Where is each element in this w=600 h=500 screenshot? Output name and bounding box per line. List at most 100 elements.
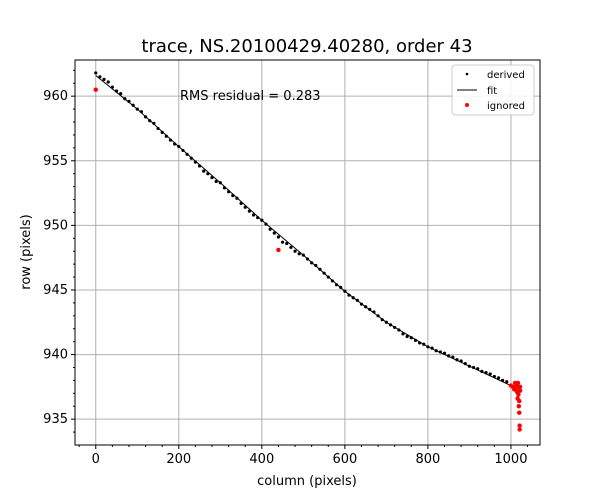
derived-point (139, 110, 144, 114)
derived-point (276, 235, 281, 239)
x-tick-label: 400 (249, 452, 274, 467)
derived-point (310, 261, 314, 265)
derived-points-series (94, 71, 513, 388)
derived-point (268, 227, 272, 231)
derived-point (123, 97, 127, 101)
derived-point (114, 89, 119, 93)
x-tick-label: 200 (166, 452, 191, 467)
y-tick-label: 945 (43, 283, 68, 298)
derived-point (297, 252, 301, 256)
derived-point (143, 115, 148, 119)
derived-point (148, 119, 152, 123)
derived-point (471, 365, 476, 370)
y-axis-label: row (pixels) (19, 214, 34, 289)
ignored-point (276, 247, 281, 253)
x-tick-label: 600 (332, 452, 357, 467)
derived-point (334, 283, 339, 287)
ignored-point (517, 388, 523, 393)
derived-point (227, 190, 231, 194)
derived-point (110, 85, 114, 89)
y-tick-label: 940 (43, 348, 68, 363)
derived-point (505, 380, 509, 384)
derived-point (476, 367, 480, 371)
derived-point (285, 241, 289, 246)
legend-ignored-marker (465, 103, 469, 107)
derived-point (280, 240, 285, 244)
derived-point (272, 231, 276, 235)
derived-point (168, 138, 173, 142)
derived-point (409, 336, 413, 340)
ignored-point (515, 380, 521, 386)
ignored-point (93, 87, 98, 92)
y-axis-ticks: 935 940 945 950 955 960 (43, 69, 75, 433)
derived-point (330, 279, 335, 283)
ignored-points-series (93, 87, 523, 432)
x-axis-label: column (pixels) (257, 474, 357, 489)
fit-line (95, 75, 520, 390)
derived-point (442, 351, 447, 355)
derived-point (301, 253, 305, 257)
legend-fit-label: fit (487, 86, 497, 97)
rms-residual-annotation: RMS residual = 0.283 (180, 89, 321, 104)
derived-point (339, 285, 343, 289)
derived-point (206, 172, 210, 176)
ignored-point (517, 398, 522, 404)
x-tick-label: 1000 (494, 452, 527, 467)
y-tick-label: 950 (43, 218, 68, 233)
derived-point (496, 376, 501, 380)
ignored-point (517, 410, 522, 415)
derived-point (222, 186, 227, 190)
derived-point (430, 346, 434, 350)
x-axis-ticks: 0 200 400 600 800 1000 (78, 445, 529, 467)
derived-point (214, 179, 218, 184)
ignored-point (516, 404, 522, 409)
ignored-point (517, 427, 522, 432)
chart-title: trace, NS.20100429.40280, order 43 (141, 36, 472, 57)
derived-point (434, 349, 438, 353)
derived-point (305, 257, 310, 261)
y-tick-label: 955 (43, 154, 68, 169)
derived-point (318, 267, 322, 271)
derived-point (397, 328, 401, 332)
derived-point (177, 144, 181, 149)
derived-point (384, 320, 388, 324)
legend-box (451, 64, 535, 116)
legend-derived-marker (465, 72, 469, 76)
derived-point (202, 169, 206, 173)
derived-point (417, 341, 422, 345)
derived-point (131, 103, 135, 107)
derived-point (243, 205, 247, 209)
derived-point (501, 378, 505, 383)
derived-point (102, 77, 106, 81)
derived-point (189, 156, 193, 160)
derived-point (164, 134, 168, 138)
derived-point (260, 218, 264, 222)
derived-point (127, 99, 131, 103)
derived-point (447, 354, 451, 358)
derived-point (480, 369, 484, 373)
derived-point (401, 332, 405, 336)
derived-point (173, 142, 177, 146)
derived-point (355, 298, 359, 302)
y-tick-label: 935 (43, 412, 68, 427)
derived-point (322, 271, 326, 275)
fit-line-series (95, 75, 520, 390)
derived-point (210, 175, 214, 180)
derived-point (388, 323, 393, 327)
derived-point (351, 296, 355, 300)
derived-point (160, 130, 164, 134)
derived-point (426, 345, 430, 349)
derived-point (343, 289, 347, 293)
plot-area-frame (74, 59, 541, 446)
derived-point (152, 121, 156, 125)
derived-point (459, 359, 463, 363)
legend-ignored-label: ignored (487, 101, 525, 112)
derived-point (314, 263, 318, 268)
derived-point (106, 80, 110, 84)
derived-point (405, 334, 409, 339)
derived-point (467, 364, 472, 368)
derived-point (364, 305, 368, 309)
derived-point (239, 201, 243, 206)
derived-point (422, 342, 426, 346)
